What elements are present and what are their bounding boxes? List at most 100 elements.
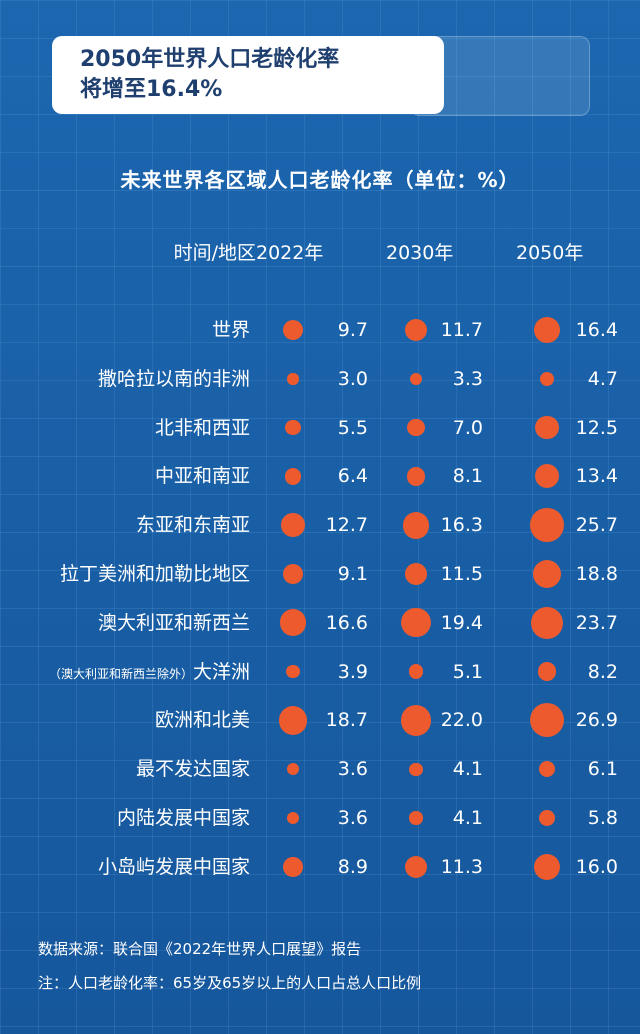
- value-bubble-2022: [283, 564, 303, 584]
- value-label-2022: 8.9: [337, 855, 368, 878]
- value-label-2030: 4.1: [452, 758, 483, 781]
- region-name: 撒哈拉以南的非洲: [97, 367, 250, 390]
- value-label-2022: 5.5: [337, 416, 368, 439]
- value-bubble-2022: [286, 665, 300, 679]
- column-header-label: 时间/地区: [173, 242, 256, 264]
- table-row: （澳大利亚和新西兰除外）大洋洲 3.9 5.1 8.2: [0, 652, 640, 692]
- column-header-2050: 2050年: [516, 242, 584, 264]
- table-row: 澳大利亚和新西兰 16.6 19.4 23.7: [0, 603, 640, 643]
- region-label: 内陆发展中国家: [117, 798, 250, 838]
- value-bubble-2022: [279, 609, 307, 637]
- region-name: 最不发达国家: [135, 758, 250, 781]
- data-source: 数据来源：联合国《2022年世界人口展望》报告: [38, 940, 362, 958]
- column-header-2022: 2022年: [256, 242, 324, 264]
- value-label-2022: 16.6: [325, 611, 368, 634]
- region-label: 欧洲和北美: [155, 700, 250, 740]
- value-bubble-2030: [406, 466, 426, 486]
- value-bubble-2022: [285, 419, 301, 436]
- region-label: 中亚和南亚: [155, 456, 250, 496]
- table-row: 世界 9.7 11.7 16.4: [0, 310, 640, 350]
- table-row: 内陆发展中国家 3.6 4.1 5.8: [0, 798, 640, 838]
- value-bubble-2030: [409, 762, 423, 776]
- table-row: 小岛屿发展中国家 8.9 11.3 16.0: [0, 847, 640, 887]
- value-label-2050: 25.7: [575, 514, 618, 537]
- region-label: 北非和西亚: [155, 408, 250, 448]
- region-label: 世界: [212, 310, 250, 350]
- table-row: 最不发达国家 3.6 4.1 6.1: [0, 749, 640, 789]
- value-label-2030: 3.3: [452, 367, 483, 390]
- value-label-2050: 12.5: [575, 416, 618, 439]
- value-label-2030: 22.0: [440, 709, 483, 732]
- region-label: 撒哈拉以南的非洲: [98, 359, 250, 399]
- region-name: 欧洲和北美: [154, 709, 250, 732]
- table-row: 北非和西亚 5.5 7.0 12.5: [0, 408, 640, 448]
- region-name: 小岛屿发展中国家: [97, 855, 250, 878]
- value-bubble-2022: [286, 762, 300, 776]
- value-label-2050: 18.8: [575, 563, 618, 585]
- region-name: 大洋洲: [192, 660, 250, 683]
- value-bubble-2022: [282, 319, 304, 341]
- value-bubble-2050: [539, 810, 555, 826]
- value-label-2050: 8.2: [587, 660, 618, 683]
- region-name: 中亚和南亚: [154, 465, 250, 488]
- region-name: 世界: [211, 319, 250, 341]
- value-label-2050: 16.0: [575, 855, 618, 878]
- value-bubble-2050: [533, 316, 561, 344]
- region-name: 内陆发展中国家: [116, 807, 250, 829]
- value-label-2022: 9.7: [337, 319, 368, 341]
- value-label-2050: 4.7: [587, 367, 618, 390]
- region-label: 拉丁美洲和加勒比地区: [60, 554, 250, 594]
- value-bubble-2030: [408, 664, 424, 680]
- value-label-2030: 19.4: [440, 611, 483, 634]
- value-bubble-2022: [287, 373, 299, 385]
- value-bubble-2050: [529, 703, 565, 738]
- value-label-2030: 16.3: [440, 514, 483, 537]
- region-note: （澳大利亚和新西兰除外）: [48, 666, 193, 681]
- value-label-2022: 3.0: [337, 367, 368, 390]
- value-label-2030: 4.1: [452, 807, 483, 829]
- value-label-2050: 6.1: [587, 758, 618, 781]
- value-bubble-2050: [534, 464, 560, 489]
- value-bubble-2030: [407, 418, 425, 437]
- region-label: 澳大利亚和新西兰: [98, 603, 250, 643]
- value-bubble-2030: [404, 855, 428, 878]
- region-label: 小岛屿发展中国家: [98, 847, 250, 887]
- value-bubble-2022: [286, 811, 300, 825]
- table-row: 中亚和南亚 6.4 8.1 13.4: [0, 456, 640, 496]
- value-label-2030: 8.1: [452, 465, 483, 488]
- value-bubble-2030: [401, 608, 431, 638]
- value-bubble-2030: [409, 811, 423, 825]
- value-bubble-2050: [530, 606, 564, 639]
- value-label-2022: 3.6: [337, 807, 368, 829]
- value-bubble-2022: [278, 706, 308, 735]
- region-label: 最不发达国家: [136, 749, 250, 789]
- value-label-2022: 6.4: [337, 465, 368, 488]
- table-row: 欧洲和北美 18.7 22.0 26.9: [0, 700, 640, 740]
- table-row: 东亚和东南亚 12.7 16.3 25.7: [0, 505, 640, 545]
- title-card: 2050年世界人口老龄化率 将增至16.4%: [52, 36, 444, 114]
- region-name: 拉丁美洲和加勒比地区: [59, 563, 250, 585]
- value-label-2022: 18.7: [325, 709, 368, 732]
- value-label-2030: 5.1: [452, 660, 483, 683]
- value-bubble-2050: [530, 508, 564, 542]
- value-bubble-2050: [533, 853, 561, 880]
- chart-title: 未来世界各区域人口老龄化率（单位：%）: [120, 168, 520, 192]
- value-bubble-2030: [404, 318, 428, 342]
- value-label-2050: 13.4: [575, 465, 618, 488]
- value-bubble-2050: [539, 371, 555, 386]
- value-label-2022: 9.1: [337, 563, 368, 585]
- value-label-2030: 11.7: [440, 319, 483, 341]
- value-label-2030: 11.5: [440, 563, 483, 585]
- value-bubble-2030: [404, 562, 428, 586]
- region-name: 北非和西亚: [154, 416, 250, 439]
- region-label: （澳大利亚和新西兰除外）大洋洲: [49, 652, 250, 692]
- value-label-2050: 5.8: [587, 807, 618, 829]
- title-line-1: 2050年世界人口老龄化率: [80, 47, 340, 72]
- value-label-2022: 3.6: [337, 758, 368, 781]
- value-label-2050: 16.4: [575, 319, 618, 341]
- value-bubble-2050: [537, 662, 557, 682]
- value-label-2050: 23.7: [575, 611, 618, 634]
- region-name: 澳大利亚和新西兰: [97, 611, 250, 634]
- column-header-2030: 2030年: [386, 242, 454, 264]
- value-bubble-2050: [532, 559, 562, 589]
